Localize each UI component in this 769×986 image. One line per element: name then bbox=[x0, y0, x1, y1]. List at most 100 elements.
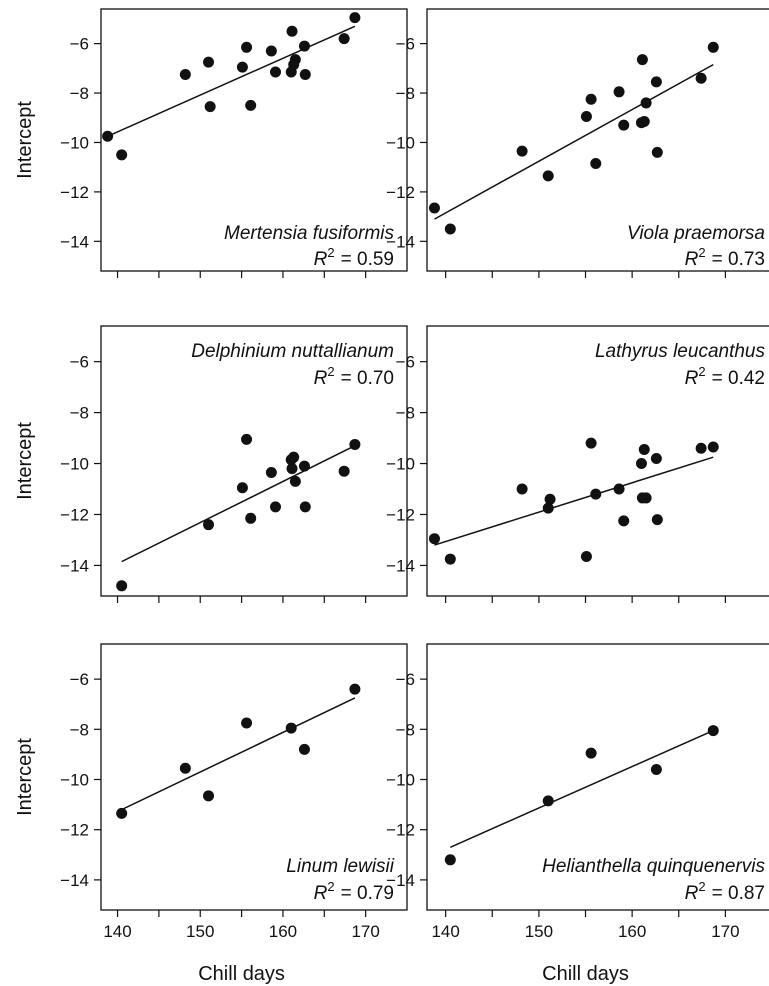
data-point bbox=[116, 807, 128, 819]
data-point bbox=[236, 61, 248, 73]
plot-frame bbox=[100, 8, 408, 272]
regression-line bbox=[121, 445, 356, 563]
data-point bbox=[590, 157, 602, 169]
plot-frame bbox=[426, 643, 769, 911]
data-point bbox=[289, 54, 301, 66]
y-tick-label: −12 bbox=[386, 183, 415, 202]
data-point bbox=[651, 514, 663, 526]
data-point bbox=[116, 149, 128, 161]
species-label: Delphinium nuttallianum bbox=[191, 341, 394, 362]
data-point bbox=[298, 460, 310, 472]
data-point bbox=[542, 170, 554, 182]
data-point bbox=[580, 111, 592, 123]
data-point bbox=[444, 223, 456, 235]
plot-frame bbox=[426, 325, 769, 597]
data-point bbox=[236, 482, 248, 494]
x-tick-label: 150 bbox=[186, 922, 214, 941]
y-tick-label: −12 bbox=[386, 505, 415, 524]
data-point bbox=[349, 683, 361, 695]
y-tick-label: −12 bbox=[60, 505, 89, 524]
data-point bbox=[542, 502, 554, 514]
x-tick-label: 140 bbox=[431, 922, 459, 941]
y-tick-label: −10 bbox=[60, 455, 89, 474]
data-point bbox=[651, 146, 663, 158]
data-point bbox=[265, 45, 277, 57]
data-point bbox=[349, 12, 361, 24]
data-point bbox=[349, 438, 361, 450]
data-point bbox=[241, 41, 253, 53]
x-tick-label: 140 bbox=[103, 922, 131, 941]
data-point bbox=[516, 145, 528, 157]
data-point bbox=[179, 762, 191, 774]
y-tick-label: −10 bbox=[60, 133, 89, 152]
y-tick-label: −6 bbox=[70, 353, 89, 372]
panel-5: −6 −8 −10 −12 −14 140 150 160 170 Helianthella qu… bbox=[386, 643, 769, 985]
data-point bbox=[116, 580, 128, 592]
x-axis-title: Chill days bbox=[198, 963, 285, 985]
data-point bbox=[299, 69, 311, 80]
y-tick-label: −14 bbox=[60, 871, 89, 890]
data-point bbox=[270, 501, 282, 513]
panel-4: −6 −8 −10 −12 −14 140 150 160 170 Linum lewisiiR2… bbox=[14, 643, 408, 985]
data-point bbox=[638, 444, 650, 456]
species-label: Viola praemorsa bbox=[627, 223, 765, 244]
data-point bbox=[286, 25, 298, 37]
data-point bbox=[695, 72, 707, 84]
data-point bbox=[590, 488, 602, 500]
x-tick-label: 170 bbox=[351, 922, 379, 941]
species-label: Helianthella quinquenervis bbox=[542, 856, 765, 877]
x-tick-label: 150 bbox=[525, 922, 553, 941]
data-point bbox=[203, 790, 215, 802]
data-point bbox=[585, 747, 597, 759]
r-squared-label: R2 = 0.59 bbox=[314, 245, 394, 270]
data-point bbox=[203, 56, 215, 68]
data-point bbox=[650, 452, 662, 464]
y-tick-label: −6 bbox=[396, 353, 415, 372]
data-point bbox=[618, 515, 630, 527]
y-tick-label: −8 bbox=[396, 84, 415, 103]
data-point bbox=[516, 483, 528, 495]
y-tick-label: −8 bbox=[396, 720, 415, 739]
plot-frame bbox=[100, 643, 408, 911]
data-point bbox=[635, 458, 647, 470]
data-point bbox=[245, 99, 257, 111]
data-point bbox=[707, 725, 719, 737]
x-tick-label: 170 bbox=[711, 922, 739, 941]
y-tick-label: −14 bbox=[386, 556, 415, 575]
regression-line bbox=[434, 456, 714, 546]
data-point bbox=[638, 115, 650, 127]
y-tick-label: −14 bbox=[386, 871, 415, 890]
data-point bbox=[618, 119, 630, 131]
data-point bbox=[265, 466, 277, 478]
data-point bbox=[444, 854, 456, 866]
y-tick-label: −8 bbox=[70, 404, 89, 423]
regression-line bbox=[434, 63, 714, 220]
data-point bbox=[707, 41, 719, 53]
r-squared-label: R2 = 0.79 bbox=[314, 879, 394, 904]
y-tick-label: −14 bbox=[60, 232, 89, 251]
y-tick-label: −6 bbox=[70, 35, 89, 54]
data-point bbox=[544, 493, 556, 505]
species-label: Lathyrus leucanthus bbox=[595, 341, 766, 362]
y-tick-label: −8 bbox=[396, 404, 415, 423]
data-point bbox=[288, 451, 300, 463]
y-tick-label: −8 bbox=[70, 720, 89, 739]
data-point bbox=[298, 743, 310, 755]
y-axis-title: Intercept bbox=[14, 101, 36, 179]
data-point bbox=[585, 93, 597, 105]
r-squared-label: R2 = 0.42 bbox=[685, 364, 765, 389]
data-point bbox=[270, 66, 282, 78]
data-point bbox=[613, 86, 625, 98]
y-tick-label: −10 bbox=[386, 133, 415, 152]
regression-line bbox=[107, 25, 356, 137]
data-point bbox=[650, 763, 662, 775]
data-point bbox=[695, 442, 707, 454]
x-tick-label: 160 bbox=[269, 922, 297, 941]
data-point bbox=[338, 33, 350, 45]
data-point bbox=[444, 553, 456, 565]
data-point bbox=[299, 501, 311, 513]
x-tick-label: 160 bbox=[618, 922, 646, 941]
